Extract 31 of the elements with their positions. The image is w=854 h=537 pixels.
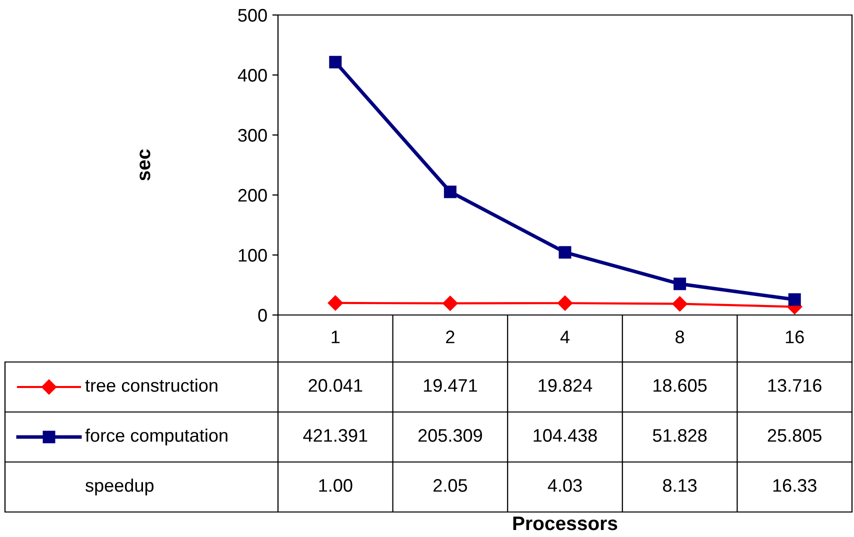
text: 1.00 — [319, 479, 352, 492]
text: 4.03 — [548, 479, 582, 492]
data-label: 13.716 — [768, 379, 822, 392]
text: 8.13 — [663, 479, 697, 492]
x-tick-label: 2 — [446, 330, 454, 344]
y-axis-title: sec — [140, 149, 150, 181]
y-tick-label: 500 — [238, 8, 267, 22]
text: 2.05 — [434, 479, 468, 492]
y-tick-label: 200 — [238, 188, 267, 202]
legend-label: force computation — [85, 428, 228, 446]
data-label: 25.805 — [768, 429, 822, 442]
y-tick-label: 100 — [238, 248, 267, 262]
data-label: 18.605 — [654, 379, 707, 392]
data-label: 20.041 — [308, 379, 362, 392]
data-label: 104.438 — [534, 429, 597, 442]
x-tick-label: 4 — [560, 330, 570, 344]
data-label: 51.828 — [652, 429, 707, 442]
x-tick-label: 16 — [786, 330, 804, 344]
text: 16.33 — [773, 479, 816, 492]
legend-label: tree construction — [85, 378, 218, 392]
text: Processors — [513, 516, 618, 530]
data-label: 421.391 — [303, 429, 368, 442]
x-tick-label: 8 — [676, 330, 684, 344]
y-tick-label: 0 — [258, 308, 267, 322]
x-tick-label: 1 — [332, 330, 340, 344]
text: speedup — [86, 478, 154, 496]
y-tick-label: 400 — [238, 68, 267, 82]
data-label: 205.309 — [418, 429, 482, 442]
y-tick-label: 300 — [238, 128, 267, 142]
data-label: 19.471 — [424, 379, 477, 392]
data-label: 19.824 — [538, 379, 592, 392]
